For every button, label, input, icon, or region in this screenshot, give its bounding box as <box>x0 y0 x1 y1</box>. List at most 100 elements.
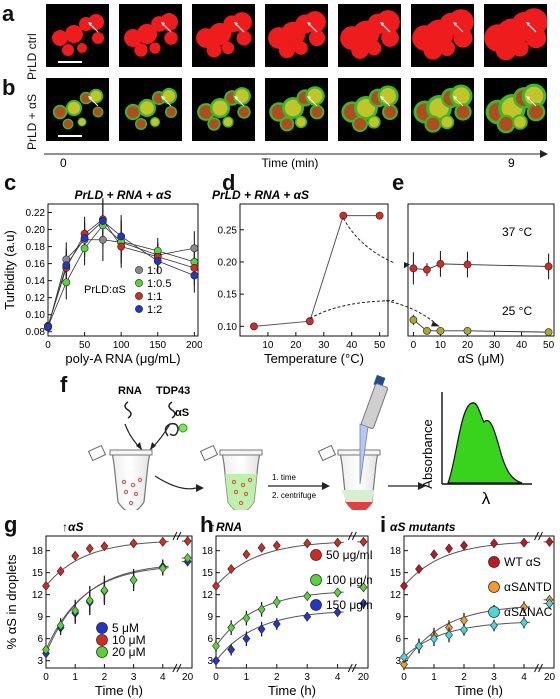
data-point <box>463 260 472 269</box>
step-2-label: 2. centrifuge <box>272 491 317 500</box>
dashed-arrow-continue <box>386 300 437 325</box>
data-point <box>42 580 50 591</box>
data-point <box>227 644 236 655</box>
absorbance-spectrum: Absorbance λ <box>420 392 532 508</box>
fit-curve <box>403 541 531 587</box>
x-tick-label: 150 <box>149 340 166 351</box>
data-point <box>303 538 312 549</box>
legend-marker <box>96 634 108 646</box>
data-point <box>212 655 220 666</box>
legend-marker <box>135 279 143 287</box>
y-tick-label: 0.20 <box>218 257 238 268</box>
x-axis-label: Time (h) <box>95 683 143 698</box>
x-tick-label: 2 <box>274 672 280 683</box>
data-point-20h <box>545 598 554 609</box>
data-point <box>71 550 80 561</box>
x-tick-label: 2 <box>461 672 467 683</box>
axis-break <box>351 531 357 541</box>
x-tick-label: 0 <box>401 672 407 683</box>
data-point <box>257 604 266 615</box>
micrograph-frame <box>484 4 547 67</box>
y-tick-label: 12 <box>32 590 44 601</box>
tdp43-squiggle <box>168 401 176 419</box>
legend-marker <box>96 646 108 658</box>
data-point <box>242 633 251 644</box>
legend-marker <box>135 305 143 313</box>
axis-break <box>351 663 357 673</box>
y-tick-label: 0.10 <box>218 322 238 333</box>
tube-1 <box>87 444 153 510</box>
y-tick-label: 18 <box>32 546 44 557</box>
data-point <box>544 328 553 337</box>
fit-curve <box>45 565 169 654</box>
y-tick-label: 15 <box>390 568 402 579</box>
x-tick-label: 1 <box>431 672 437 683</box>
y-tick-label: 12 <box>390 590 402 601</box>
y-tick-label: 18 <box>202 546 214 557</box>
data-point <box>250 322 258 331</box>
x-tick-label: 40 <box>516 340 528 351</box>
y-tick-label: 0.12 <box>26 293 46 304</box>
data-point <box>212 641 220 651</box>
data-point <box>62 278 71 287</box>
data-point <box>98 235 107 244</box>
data-point <box>257 624 266 635</box>
legend-label: 150 μg/mL <box>326 598 372 612</box>
chart-title: ↑RNA <box>210 520 242 534</box>
y-tick-label: 18 <box>390 546 402 557</box>
y-tick-label: 3 <box>37 656 43 667</box>
data-point <box>117 242 126 251</box>
legend-marker <box>96 622 108 634</box>
row-label-prld-ctrl: PrLD ctrl <box>25 33 39 80</box>
data-point-20h <box>359 598 368 609</box>
data-point <box>98 217 107 225</box>
x-axis-label: αS (μM) <box>458 351 505 366</box>
data-point <box>272 619 281 629</box>
x-tick-label: 0 <box>43 672 49 683</box>
fit-curve <box>215 611 344 661</box>
y-tick-label: 0.22 <box>26 208 46 219</box>
data-point <box>100 541 109 552</box>
panel-h-label: h <box>200 512 214 537</box>
data-point <box>400 580 408 591</box>
x-tick-label: 3 <box>491 672 497 683</box>
y-axis-label: % αS in droplets <box>4 554 19 649</box>
legend-title: PrLD:αS <box>84 284 126 296</box>
data-point <box>445 543 453 554</box>
fit-curve <box>403 606 531 665</box>
data-point <box>409 316 418 324</box>
legend-label: 1:1 <box>147 291 162 303</box>
x-tick-label: 100 <box>113 340 130 351</box>
x-axis-label: poly-A RNA (μg/mL) <box>65 351 180 366</box>
plot-frame <box>239 203 389 337</box>
y-tick-label: 0.20 <box>26 225 46 236</box>
as-squiggle <box>164 422 179 437</box>
chart-c: 0 50 100 150 200 0.08 0.10 0.12 0.14 0.16 0.18 0.20… <box>2 188 202 366</box>
absorbance-label: Absorbance <box>420 419 435 488</box>
x-tick-label: 4 <box>335 672 341 683</box>
data-point <box>305 317 314 326</box>
plot-frame <box>215 535 369 669</box>
x-tick-label: 10 <box>262 340 274 351</box>
micrograph-frame <box>338 4 401 67</box>
panel-e-label: e <box>392 170 405 195</box>
y-tick-label: 15 <box>202 568 214 579</box>
data-point <box>423 326 431 335</box>
micrograph-frame <box>46 78 109 141</box>
data-point <box>430 633 438 644</box>
fit-curve <box>215 591 344 647</box>
rna-squiggle <box>124 401 132 419</box>
series-line <box>253 215 380 327</box>
x-tick-label: 1 <box>72 672 78 683</box>
y-tick-label: 0.14 <box>26 276 46 287</box>
axis-break <box>538 531 543 541</box>
y-tick-label: 9 <box>207 612 213 623</box>
x-tick-label: 1 <box>244 672 250 683</box>
data-point <box>85 543 94 554</box>
data-point <box>423 265 431 274</box>
data-point <box>303 611 312 622</box>
data-point <box>44 322 52 331</box>
legend-label: 100 μg/mL <box>326 573 372 587</box>
